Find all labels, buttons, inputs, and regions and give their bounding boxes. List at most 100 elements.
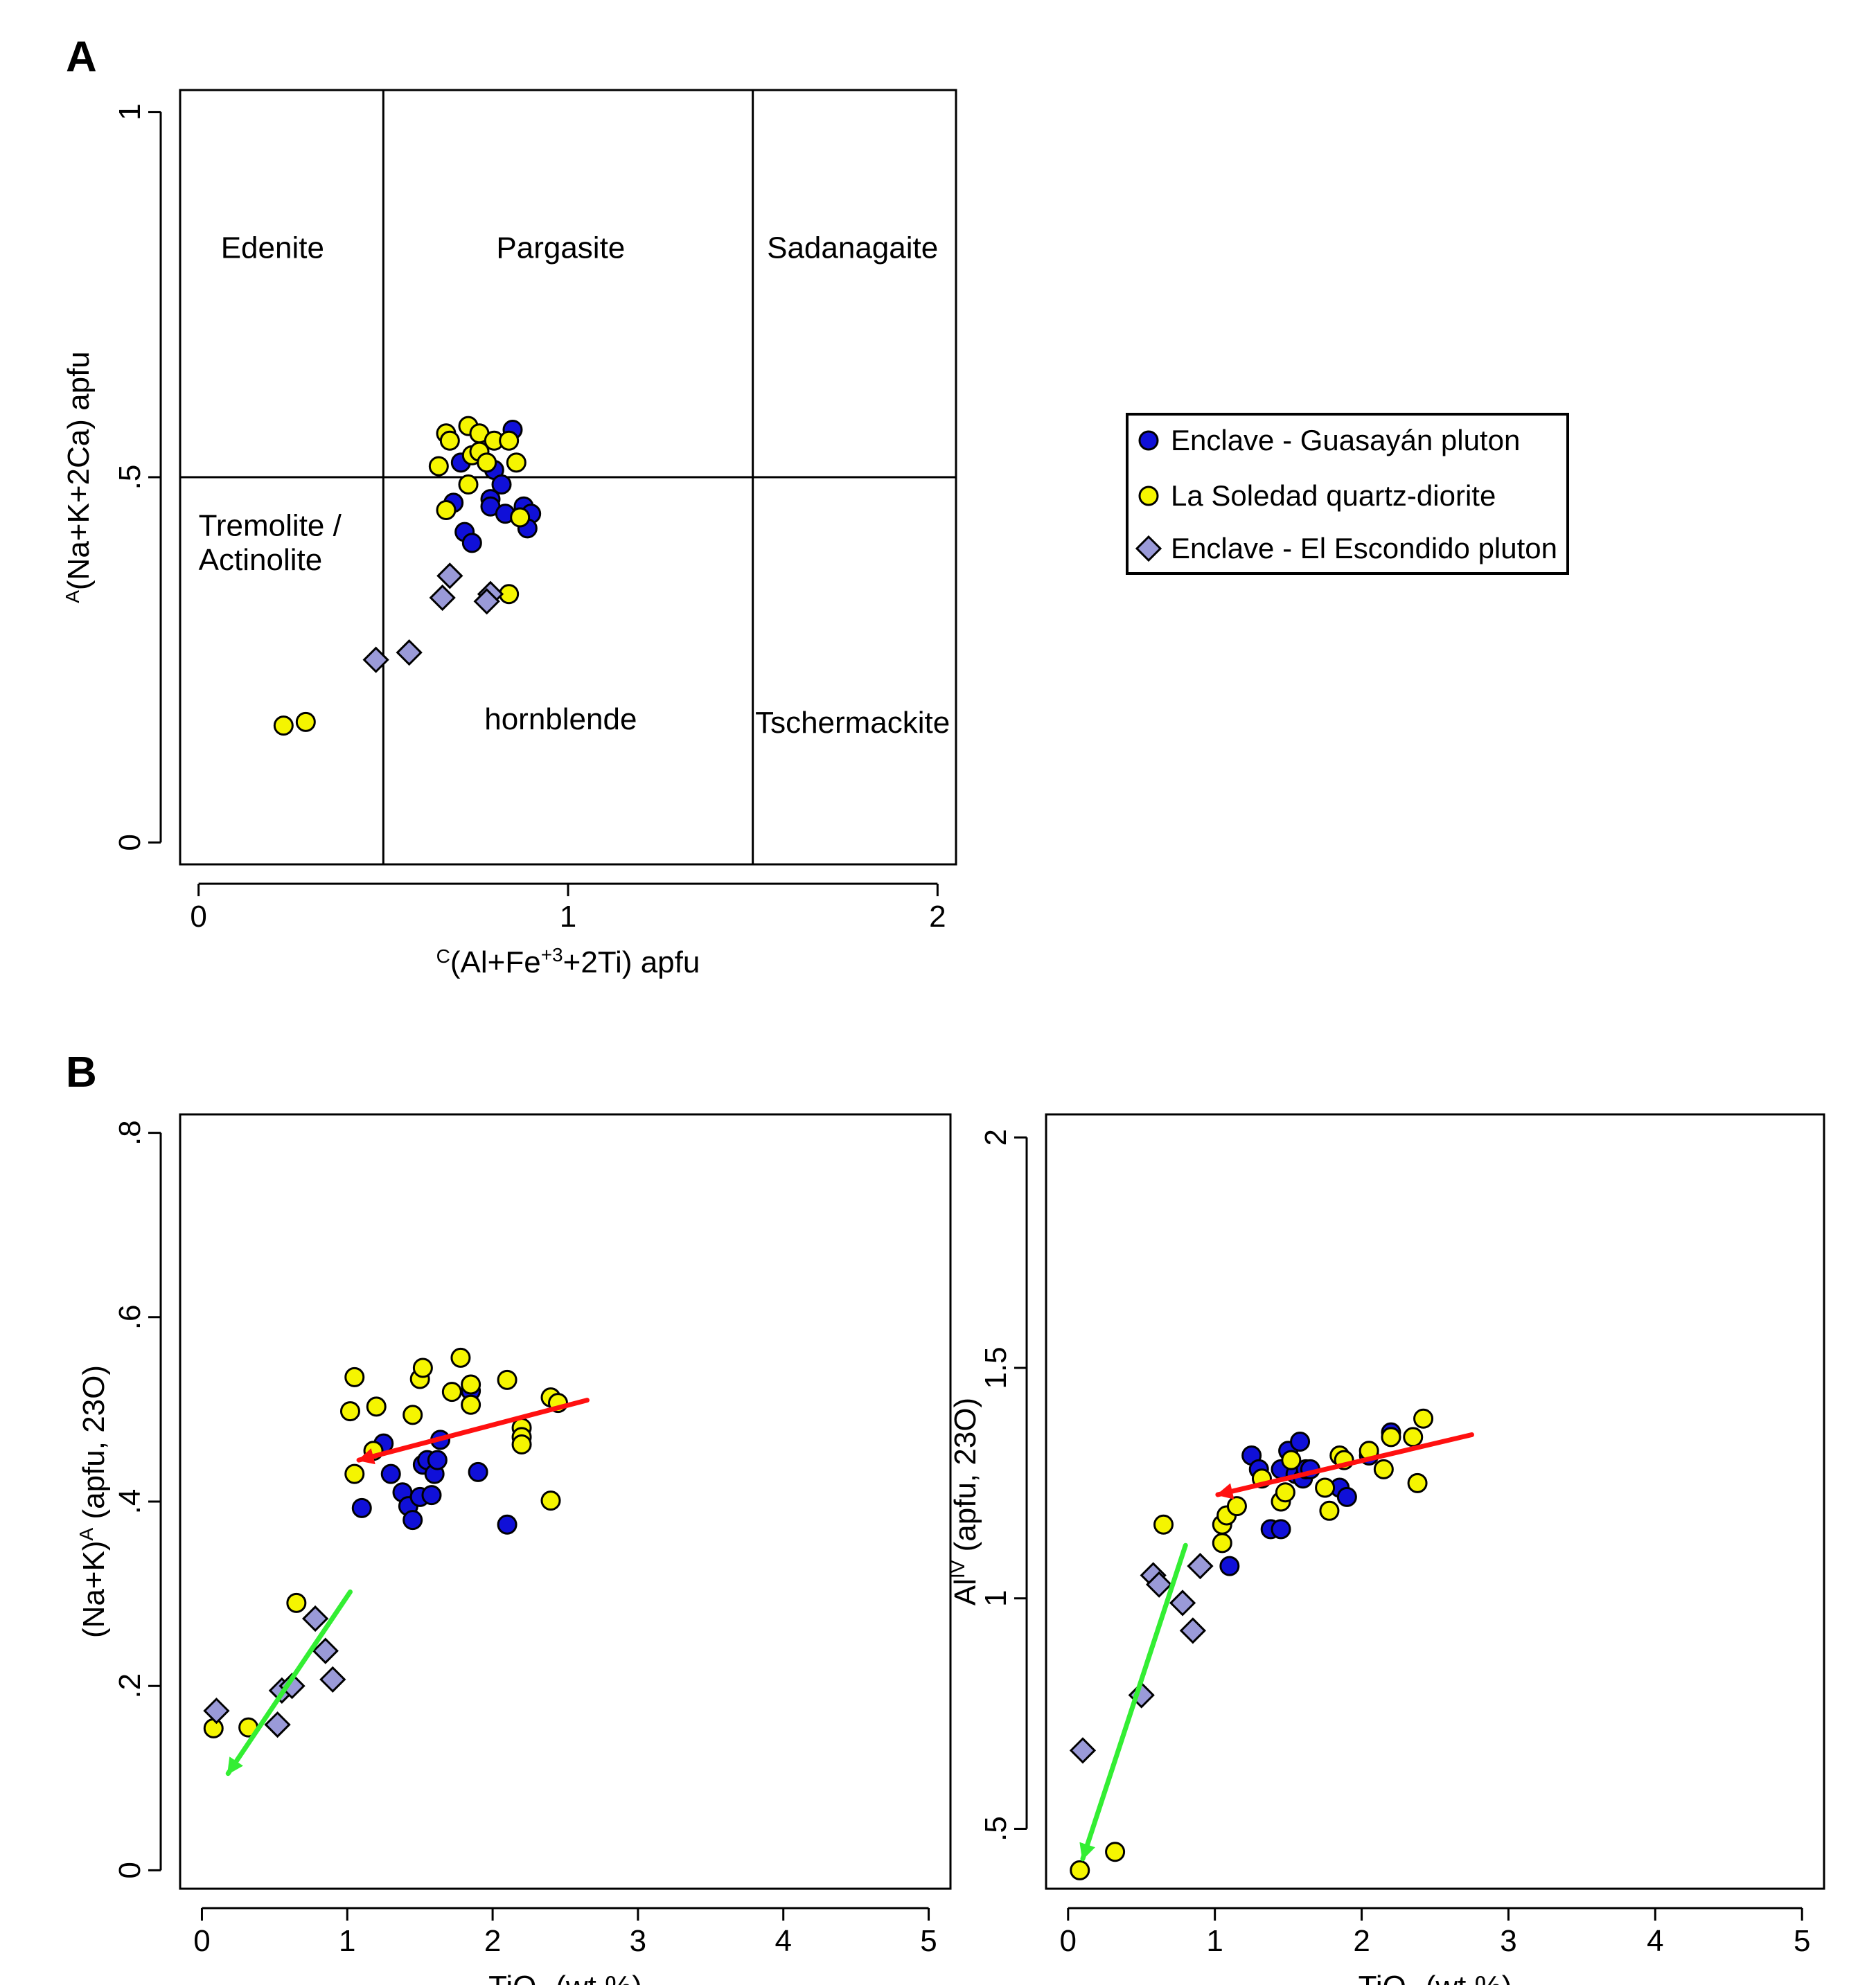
data-point-soledad <box>477 452 497 473</box>
x-tick-label-b-right: 1 <box>1206 1924 1223 1958</box>
data-point-soledad <box>344 1367 365 1387</box>
legend-label-escondido: Enclave - El Escondido pluton <box>1171 532 1557 564</box>
data-point-soledad <box>1105 1842 1126 1862</box>
data-point-escondido <box>473 588 500 615</box>
data-point-guasayan <box>491 474 512 495</box>
legend-marker-escondido <box>1135 535 1162 562</box>
data-point-escondido <box>312 1637 339 1664</box>
legend-label-soledad: La Soledad quartz-diorite <box>1171 479 1496 512</box>
legend-marker-guasayan <box>1138 430 1159 451</box>
data-point-soledad <box>540 1490 561 1511</box>
x-axis-title-a: C(Al+Fe+3+2Ti) apfu <box>436 944 700 979</box>
y-tick-label-b-left: .2 <box>113 1673 147 1699</box>
data-point-guasayan <box>351 1497 372 1518</box>
y-tick-label-b-left: .6 <box>113 1304 147 1330</box>
data-point-escondido <box>278 1673 306 1700</box>
x-tick-label-b-right: 4 <box>1647 1924 1663 1958</box>
data-point-escondido <box>1069 1737 1097 1764</box>
y-tick-label-b-left: .8 <box>113 1120 147 1146</box>
data-point-soledad <box>499 430 520 451</box>
data-point-soledad <box>286 1592 307 1613</box>
y-tick-label-a: 1 <box>113 103 147 120</box>
data-point-soledad <box>1381 1427 1401 1448</box>
data-point-soledad <box>295 711 316 732</box>
data-point-soledad <box>461 1394 481 1415</box>
data-point-guasayan <box>427 1450 448 1470</box>
x-tick-label-b-left: 4 <box>775 1924 791 1958</box>
green-arrow-trend <box>225 1589 353 1777</box>
y-tick-label-b-right: .5 <box>979 1816 1013 1842</box>
legend: Enclave - Guasayán pluton La Soledad qua… <box>1126 413 1569 575</box>
x-tick-label-b-right: 0 <box>1060 1924 1077 1958</box>
data-point-soledad <box>1281 1450 1302 1470</box>
data-point-guasayan <box>461 533 482 553</box>
data-point-escondido <box>1146 1571 1173 1598</box>
data-point-guasayan <box>421 1485 442 1506</box>
x-axis-title-b-right: TiO2 (wt.%) <box>1359 1970 1512 1985</box>
field-label-pargasite: Pargasite <box>496 231 625 265</box>
y-tick-label-b-right: 2 <box>979 1129 1013 1146</box>
data-point-soledad <box>1403 1427 1424 1448</box>
data-point-soledad <box>1153 1514 1174 1535</box>
y-tick-label-b-left: 0 <box>113 1862 147 1878</box>
data-point-soledad <box>450 1347 471 1368</box>
data-point-soledad <box>1212 1533 1232 1554</box>
data-point-soledad <box>1275 1482 1295 1503</box>
data-point-soledad <box>461 1374 481 1395</box>
y-axis-title-b-left: (Na+K)A (apfu, 23O) <box>76 1365 111 1638</box>
x-tick-label-b-right: 5 <box>1794 1924 1810 1958</box>
plot-b-right-aliv-vs-tio2: 0 1 2 3 4 5 .5 1 1.5 2 TiO2 (wt.%) AlIV (apfu, 23O) <box>947 1113 1825 1985</box>
red-arrow-trend <box>1215 1432 1474 1499</box>
legend-box <box>1126 413 1569 575</box>
data-point-escondido <box>203 1698 230 1725</box>
data-point-guasayan <box>1290 1431 1311 1452</box>
data-point-soledad <box>1315 1477 1336 1498</box>
data-point-soledad <box>441 1382 462 1403</box>
data-point-escondido <box>264 1711 291 1738</box>
data-point-soledad <box>510 507 531 528</box>
data-point-guasayan <box>468 1461 488 1482</box>
x-tick-label-b-left: 0 <box>193 1924 210 1958</box>
x-tick-label-b-left: 2 <box>484 1924 501 1958</box>
data-point-soledad <box>497 1369 517 1390</box>
x-tick-label-b-right: 2 <box>1353 1924 1370 1958</box>
data-point-soledad <box>1373 1459 1394 1479</box>
data-point-soledad <box>436 499 457 520</box>
data-point-escondido <box>302 1605 329 1632</box>
data-point-soledad <box>203 1718 224 1738</box>
plot-b-left-naka-vs-tio2: 0 1 2 3 4 5 0 .2 .4 .6 .8 TiO2 (wt.%) (Na+K)A (apfu,… <box>76 1113 952 1985</box>
green-arrow-trend <box>1079 1542 1188 1862</box>
data-point-escondido <box>319 1666 346 1693</box>
x-tick-label-b-left: 5 <box>920 1924 937 1958</box>
data-point-soledad <box>344 1463 365 1484</box>
x-tick-label-a: 1 <box>560 900 576 934</box>
data-point-escondido <box>1169 1590 1196 1617</box>
data-point-soledad <box>458 474 479 495</box>
y-tick-label-a: 0 <box>113 834 147 851</box>
data-point-escondido <box>429 584 456 612</box>
data-point-soledad <box>412 1358 433 1378</box>
x-tick-label-b-left: 1 <box>339 1924 355 1958</box>
x-tick-label-b-left: 3 <box>630 1924 646 1958</box>
data-point-soledad <box>402 1405 423 1425</box>
y-tick-label-b-right: 1 <box>979 1590 1013 1607</box>
data-point-soledad <box>1319 1500 1340 1521</box>
y-tick-label-a: .5 <box>113 465 147 490</box>
data-point-soledad <box>1413 1408 1434 1429</box>
data-point-soledad <box>1407 1472 1428 1493</box>
data-point-soledad <box>1070 1860 1090 1880</box>
data-point-guasayan <box>402 1510 423 1531</box>
y-tick-label-b-right: 1.5 <box>979 1346 1013 1389</box>
field-label-hornblende: hornblende <box>484 702 637 736</box>
data-point-escondido <box>396 639 423 666</box>
data-point-escondido <box>1187 1553 1214 1580</box>
data-point-escondido <box>436 562 463 589</box>
data-point-soledad <box>339 1401 360 1422</box>
data-point-soledad <box>506 452 526 473</box>
data-point-soledad <box>366 1396 387 1417</box>
legend-marker-soledad <box>1138 486 1159 506</box>
y-axis-title-a: A(Na+K+2Ca) apfu <box>62 351 96 603</box>
plot-frame-b-left <box>179 1113 952 1890</box>
field-label-tremolite: Tremolite / <box>199 508 342 542</box>
